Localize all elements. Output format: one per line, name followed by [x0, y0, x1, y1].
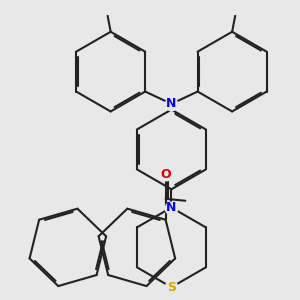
Text: N: N — [166, 201, 177, 214]
Text: O: O — [160, 168, 171, 181]
Text: S: S — [167, 281, 176, 294]
Text: N: N — [166, 98, 177, 110]
